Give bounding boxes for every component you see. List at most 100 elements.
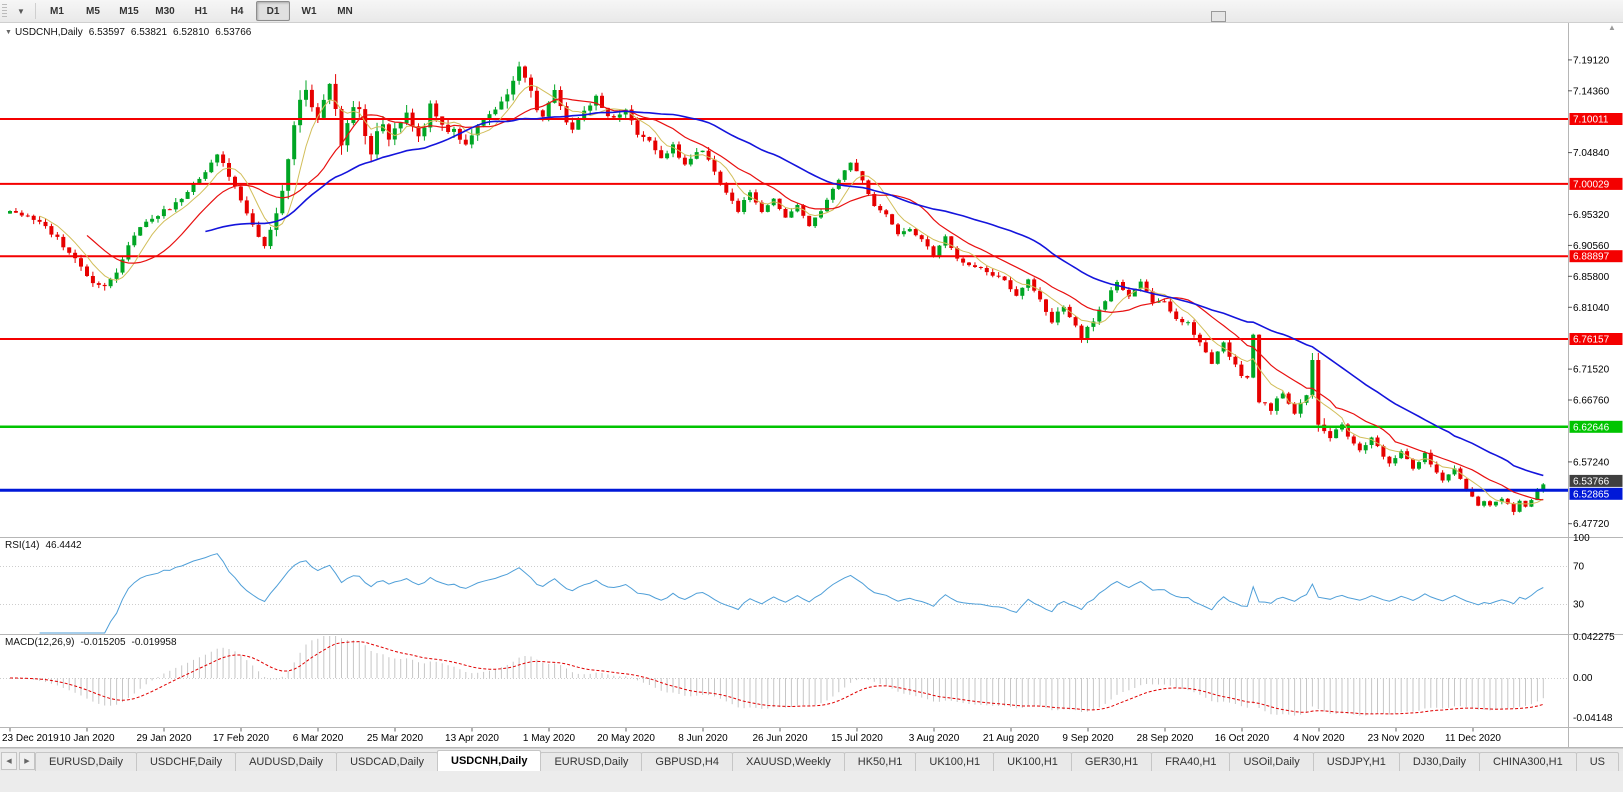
timeframe-button-m5[interactable]: M5 <box>86 5 100 17</box>
chart-tab-dj30-daily[interactable]: DJ30,Daily <box>1398 752 1481 771</box>
macd-main-value: -0.015205 <box>80 637 126 648</box>
chart-ohlc-header: ▼ USDCNH,Daily 6.53597 6.53821 6.52810 6.5376… <box>5 27 251 38</box>
macd-signal-value: -0.019958 <box>131 637 177 648</box>
chart-tab-usoil-daily[interactable]: USOil,Daily <box>1229 752 1314 771</box>
timeframe-button-m1[interactable]: M1 <box>50 5 64 17</box>
date-label: 25 Mar 2020 <box>367 733 424 744</box>
chart-tab-us[interactable]: US <box>1575 752 1619 771</box>
price-axis[interactable]: 7.19120 7.14360 7.04840 6.95320 6.90560 6.858… <box>1568 55 1610 530</box>
rsi-axis-label: 30 <box>1573 600 1585 611</box>
tab-scroll-left-icon[interactable]: ◀ <box>1 752 17 770</box>
y-axis-label: 6.90560 <box>1573 241 1610 252</box>
timeframe-button-w1[interactable]: W1 <box>301 5 317 17</box>
toolbar-separator <box>35 3 36 19</box>
chart-tab-usdjpy-h1[interactable]: USDJPY,H1 <box>1312 752 1400 771</box>
toolbar-grip[interactable] <box>2 4 7 18</box>
rsi-axis-label: 70 <box>1573 562 1585 573</box>
chart-tab-audusd-daily[interactable]: AUDUSD,Daily <box>235 752 338 771</box>
rsi-value: 46.4442 <box>45 540 82 551</box>
rsi-label: RSI(14) 46.4442 <box>5 540 82 551</box>
chart-tab-china300-h1[interactable]: CHINA300,H1 <box>1479 752 1577 771</box>
chart-tab-ger30-h1[interactable]: GER30,H1 <box>1070 752 1153 771</box>
y-axis-label: 6.71520 <box>1573 365 1610 376</box>
ma-34-line <box>205 110 1544 477</box>
price-level-label-7.00029[interactable]: 7.00029 <box>1569 177 1623 191</box>
price-level-label-7.10011[interactable]: 7.10011 <box>1569 113 1623 126</box>
timeframe-button-h1[interactable]: H1 <box>194 5 208 17</box>
date-label: 9 Sep 2020 <box>1062 733 1114 744</box>
chart-tab-uk100-h1[interactable]: UK100,H1 <box>915 752 995 771</box>
chart-tab-usdchf-daily[interactable]: USDCHF,Daily <box>135 752 237 771</box>
chart-tab-eurusd-daily[interactable]: EURUSD,Daily <box>35 752 137 771</box>
low-value: 6.52810 <box>173 27 210 38</box>
high-value: 6.53821 <box>130 27 168 38</box>
current-price-label[interactable]: 6.53766 <box>1569 474 1623 488</box>
macd-histogram <box>15 636 1544 716</box>
chart-tab-uk100-h1[interactable]: UK100,H1 <box>993 752 1072 771</box>
timeframe-button-h4[interactable]: H4 <box>230 5 244 17</box>
timeframe-button-d1[interactable]: D1 <box>256 1 290 21</box>
price-axis-scroll-icon[interactable]: ▲ <box>1608 23 1616 32</box>
timeframe-button-m15[interactable]: M15 <box>119 5 139 17</box>
chevron-down-icon: ▼ <box>17 6 25 16</box>
svg-text:6.62646: 6.62646 <box>1573 422 1610 433</box>
chart-tabs: EURUSD,Daily USDCHF,Daily AUDUSD,Daily USDC… <box>35 750 1619 771</box>
timeframe-button-m30[interactable]: M30 <box>155 5 175 17</box>
chart-tab-usdcad-daily[interactable]: USDCAD,Daily <box>336 752 439 771</box>
svg-text:7.10011: 7.10011 <box>1573 115 1609 126</box>
chart-tab-fra40-h1[interactable]: FRA40,H1 <box>1151 752 1231 771</box>
chart-background <box>0 22 1623 747</box>
y-axis-label: 6.47720 <box>1573 519 1610 530</box>
date-label: 16 Oct 2020 <box>1215 733 1270 744</box>
toolbar-scroll-thumb[interactable] <box>1211 11 1226 22</box>
date-label: 28 Sep 2020 <box>1137 733 1194 744</box>
date-label: 26 Jun 2020 <box>752 733 807 744</box>
price-level-label-6.52865[interactable]: 6.52865 <box>1569 487 1623 501</box>
symbol-dropdown-icon[interactable]: ▼ <box>5 29 12 36</box>
svg-text:6.76157: 6.76157 <box>1573 335 1610 346</box>
y-axis-label: 7.04840 <box>1573 148 1610 159</box>
timeframe-toolbar: ▼ M1 M5 M15 M30 H1 H4 D1 W1 MN <box>0 0 1623 23</box>
date-label: 6 Mar 2020 <box>293 733 344 744</box>
chart-tab-bar: ◀ ▶ EURUSD,Daily USDCHF,Daily AUDUSD,Daily… <box>0 748 1623 771</box>
timeframe-button-mn[interactable]: MN <box>337 5 353 17</box>
date-label: 15 Jul 2020 <box>831 733 883 744</box>
macd-signal-line <box>10 641 1544 715</box>
tab-scroll-right-icon[interactable]: ▶ <box>19 752 35 770</box>
chart-tab-usdcnh-daily[interactable]: USDCNH,Daily <box>437 750 542 771</box>
svg-text:6.52865: 6.52865 <box>1573 489 1610 500</box>
ma-14-line <box>86 97 1544 501</box>
rsi-name: RSI(14) <box>5 540 40 551</box>
y-axis-label: 7.14360 <box>1573 86 1610 97</box>
price-level-label-6.88897[interactable]: 6.88897 <box>1569 250 1623 263</box>
y-axis-label: 6.95320 <box>1573 210 1610 221</box>
y-axis-label: 6.81040 <box>1573 303 1610 314</box>
date-label: 29 Jan 2020 <box>136 733 191 744</box>
y-axis-label: 7.19120 <box>1573 55 1610 66</box>
svg-text:6.88897: 6.88897 <box>1573 252 1610 263</box>
date-label: 3 Aug 2020 <box>909 733 960 744</box>
chart-tab-hk50-h1[interactable]: HK50,H1 <box>843 752 917 771</box>
chart-mode-dropdown-button[interactable]: ▼ <box>10 1 32 21</box>
date-label: 23 Nov 2020 <box>1368 733 1425 744</box>
date-label: 8 Jun 2020 <box>678 733 728 744</box>
chart-tab-xauusd-weekly[interactable]: XAUUSD,Weekly <box>731 752 845 771</box>
chart-tab-eurusd-daily[interactable]: EURUSD,Daily <box>540 752 643 771</box>
macd-axis-label: -0.04148 <box>1573 713 1613 724</box>
date-label: 17 Feb 2020 <box>213 733 270 744</box>
price-level-label-6.76157[interactable]: 6.76157 <box>1569 333 1623 346</box>
chart-tab-gbpusd-h4[interactable]: GBPUSD,H4 <box>641 752 733 771</box>
date-label: 20 May 2020 <box>597 733 655 744</box>
timeframe-buttons-group: M1 M5 M15 M30 H1 H4 D1 W1 MN <box>39 1 363 21</box>
macd-label: MACD(12,26,9) -0.015205 -0.019958 <box>5 637 177 648</box>
date-label: 4 Nov 2020 <box>1293 733 1345 744</box>
open-value: 6.53597 <box>88 27 125 38</box>
status-strip <box>0 770 1623 792</box>
price-level-label-6.62646[interactable]: 6.62646 <box>1569 420 1623 434</box>
y-axis-label: 6.66760 <box>1573 396 1610 407</box>
date-label: 1 May 2020 <box>523 733 576 744</box>
date-axis[interactable]: 23 Dec 2019 10 Jan 2020 29 Jan 2020 17 Feb … <box>2 728 1501 744</box>
date-label: 23 Dec 2019 <box>2 733 59 744</box>
rsi-line <box>39 553 1544 634</box>
